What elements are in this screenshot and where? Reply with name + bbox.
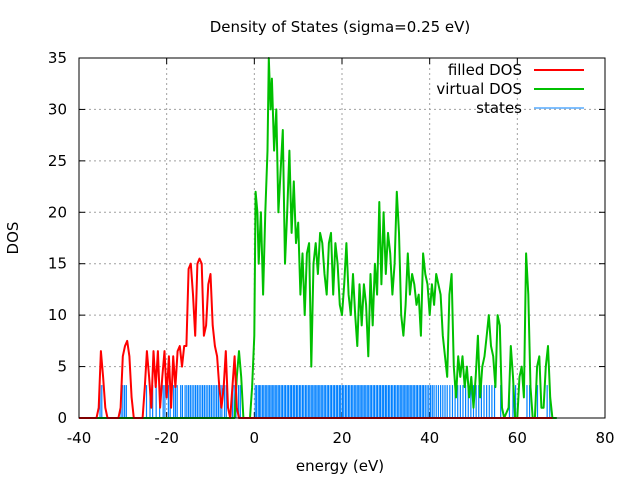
y-tick-label: 25 [48,152,67,170]
y-axis-label: DOS [4,222,22,255]
x-tick-label: -20 [154,429,179,447]
y-tick-label: 20 [48,203,67,221]
x-tick-label: 80 [595,429,614,447]
ticks: -40 -20 0 20 40 60 80 0 5 10 15 20 25 30 35 [48,49,615,447]
plot-frame [78,57,606,419]
y-tick-label: 10 [48,306,67,324]
x-tick-label: 60 [508,429,527,447]
x-tick-label: 20 [332,429,351,447]
y-tick-label: 30 [48,100,67,118]
y-tick-label: 5 [57,358,67,376]
legend-label-virtual-dos: virtual DOS [436,80,522,98]
y-tick-label: 15 [48,255,67,273]
x-tick-label: 0 [250,429,260,447]
y-tick-label: 0 [57,409,67,427]
legend-label-filled-dos: filled DOS [448,61,522,79]
y-tick-label: 35 [48,49,67,67]
legend-label-states: states [476,99,522,117]
chart-title: Density of States (sigma=0.25 eV) [210,18,471,36]
x-axis-label: energy (eV) [296,457,384,475]
virtual-dos-line [92,57,557,419]
legend: filled DOS virtual DOS states [436,61,584,117]
x-tick-label: -40 [67,429,92,447]
filled-dos-line [79,257,553,419]
x-tick-label: 40 [420,429,439,447]
marks [79,57,557,419]
